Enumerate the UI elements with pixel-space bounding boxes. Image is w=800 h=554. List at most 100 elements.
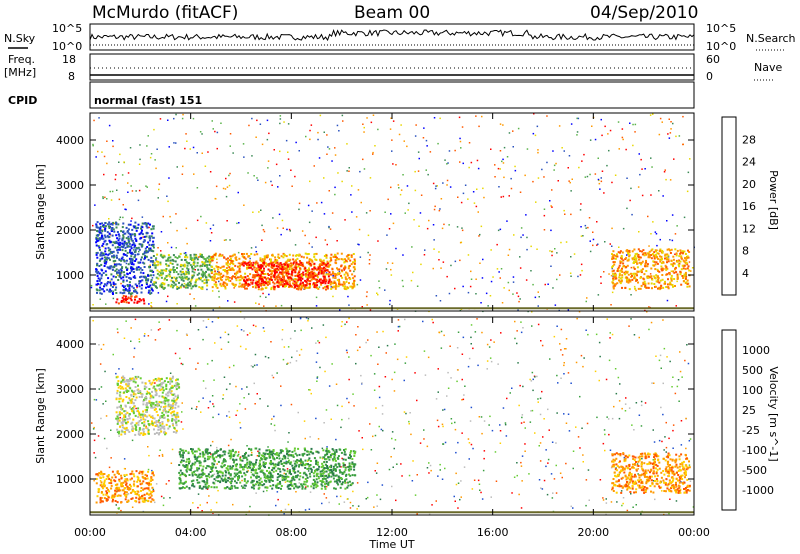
echo-cell xyxy=(246,263,249,266)
echo-cell xyxy=(263,261,265,264)
echo-cell xyxy=(108,252,111,255)
echo-cell xyxy=(112,260,115,263)
scatter-point xyxy=(165,483,168,485)
scatter-point xyxy=(482,469,485,472)
scatter-point xyxy=(161,455,164,457)
echo-cell xyxy=(227,260,229,263)
echo-cell xyxy=(308,263,310,266)
scatter-point xyxy=(307,204,310,207)
scatter-point xyxy=(597,157,599,159)
scatter-point xyxy=(468,142,471,144)
echo-cell xyxy=(293,447,296,450)
echo-cell xyxy=(302,282,305,285)
scatter-point xyxy=(262,292,264,295)
scatter-point xyxy=(652,113,654,115)
scatter-point xyxy=(397,319,400,321)
echo-cell xyxy=(116,242,118,244)
echo-cell xyxy=(309,262,312,265)
echo-cell xyxy=(143,222,146,225)
echo-cell xyxy=(233,275,236,278)
scatter-point xyxy=(279,150,281,153)
echo-cell xyxy=(335,480,338,483)
scatter-point xyxy=(403,140,405,142)
echo-cell xyxy=(122,236,125,239)
scatter-point xyxy=(232,152,234,154)
echo-cell xyxy=(301,262,304,265)
echo-cell xyxy=(341,472,344,475)
echo-cell xyxy=(340,258,343,261)
echo-cell xyxy=(260,265,263,268)
echo-cell xyxy=(180,459,183,462)
echo-cell xyxy=(211,275,214,278)
scatter-point xyxy=(534,432,536,434)
scatter-point xyxy=(454,421,456,424)
echo-cell xyxy=(287,270,290,273)
scatter-point xyxy=(647,215,649,218)
y-tick-label: 4000 xyxy=(56,134,84,147)
echo-cell xyxy=(149,479,152,482)
scatter-point xyxy=(318,341,321,344)
scatter-point xyxy=(522,327,524,329)
scatter-point xyxy=(308,242,310,245)
scatter-point xyxy=(280,385,282,387)
echo-cell xyxy=(636,279,638,281)
scatter-point xyxy=(448,224,450,226)
echo-cell xyxy=(141,284,143,287)
echo-cell xyxy=(123,242,126,245)
echo-cell xyxy=(125,493,128,496)
scatter-point xyxy=(464,385,466,387)
echo-cell xyxy=(642,281,645,284)
echo-cell xyxy=(316,279,319,282)
echo-cell xyxy=(113,241,115,244)
echo-cell xyxy=(215,285,218,288)
echo-cell xyxy=(204,258,207,261)
echo-cell xyxy=(152,225,155,228)
scatter-point xyxy=(318,157,321,159)
scatter-point xyxy=(192,117,195,120)
scatter-point xyxy=(255,250,258,253)
echo-cell xyxy=(347,254,350,257)
echo-cell xyxy=(150,260,153,263)
echo-cell xyxy=(305,284,308,287)
scatter-point xyxy=(158,183,161,185)
scatter-point xyxy=(185,133,187,135)
echo-cell xyxy=(194,285,197,288)
scatter-point xyxy=(649,273,652,275)
scatter-point xyxy=(155,167,157,170)
echo-cell xyxy=(612,286,615,289)
scatter-point xyxy=(146,390,149,393)
echo-cell xyxy=(125,226,128,229)
echo-cell xyxy=(613,263,616,266)
echo-cell xyxy=(264,265,267,268)
scatter-point xyxy=(638,336,640,339)
echo-cell xyxy=(151,498,154,501)
echo-cell xyxy=(130,299,133,302)
scatter-point xyxy=(426,445,429,448)
scatter-point xyxy=(479,489,481,491)
scatter-point xyxy=(547,283,549,285)
y-tick-label: 2000 xyxy=(56,224,84,237)
scatter-point xyxy=(617,376,620,379)
echo-cell xyxy=(108,290,111,293)
echo-cell xyxy=(144,255,147,257)
scatter-point xyxy=(359,170,361,173)
echo-cell xyxy=(135,470,138,473)
scatter-point xyxy=(189,148,191,150)
scatter-point xyxy=(660,406,662,409)
scatter-point xyxy=(309,180,311,183)
scatter-point xyxy=(328,225,330,228)
echo-cell xyxy=(274,269,277,272)
echo-cell xyxy=(152,227,155,230)
scatter-point xyxy=(194,470,196,472)
echo-cell xyxy=(196,476,199,479)
echo-cell xyxy=(130,485,133,488)
echo-cell xyxy=(124,487,126,489)
echo-cell xyxy=(96,495,99,498)
echo-cell xyxy=(193,261,196,264)
scatter-point xyxy=(102,229,104,231)
scatter-point xyxy=(323,213,326,215)
echo-cell xyxy=(148,497,151,500)
scatter-point xyxy=(569,181,571,184)
scatter-point xyxy=(436,185,438,187)
scatter-point xyxy=(632,123,634,126)
